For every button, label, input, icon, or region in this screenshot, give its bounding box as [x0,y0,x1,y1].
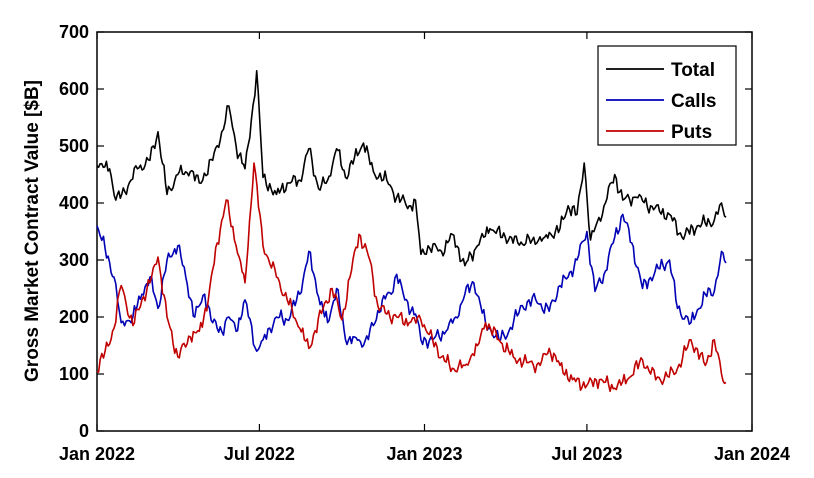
legend-box [597,45,737,146]
x-tick-label: Jan 2023 [386,444,462,464]
y-axis: 0 100 200 300 400 500 600 700 [59,22,752,441]
x-axis: Jan 2022 Jul 2022 Jan 2023 Jul 2023 Jan 2024 [59,32,790,464]
series-line-total [96,70,727,267]
legend: Total Calls Puts [597,45,737,146]
y-tick-label: 100 [59,364,89,384]
series-layer [96,70,727,393]
legend-label-total: Total [671,60,715,81]
legend-label-puts: Puts [671,122,712,143]
legend-label-calls: Calls [671,91,716,112]
series-line-puts [96,162,727,393]
y-tick-label: 700 [59,22,89,42]
y-axis-title: Gross Market Contract Value [$B] [22,80,43,382]
y-tick-label: 200 [59,307,89,327]
series-line-calls [96,213,727,352]
y-tick-label: 0 [79,421,89,441]
x-tick-label: Jul 2022 [224,444,295,464]
x-tick-label: Jan 2022 [59,444,135,464]
y-tick-label: 300 [59,250,89,270]
y-tick-label: 400 [59,193,89,213]
y-tick-label: 500 [59,136,89,156]
x-tick-label: Jul 2023 [551,444,622,464]
y-tick-label: 600 [59,79,89,99]
x-tick-label: Jan 2024 [714,444,790,464]
